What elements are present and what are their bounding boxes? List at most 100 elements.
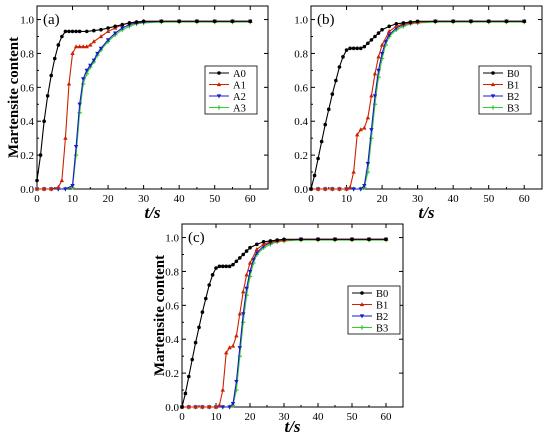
x-axis-label: t/s [284, 417, 300, 436]
data-point-A1 [91, 39, 97, 44]
panel-label: (b) [317, 12, 335, 28]
data-point-B1 [186, 404, 191, 409]
data-point-B2 [365, 161, 371, 166]
data-point-B1 [369, 93, 374, 98]
data-point-A2 [88, 63, 93, 68]
data-point-B1 [376, 54, 381, 59]
data-point-A0 [38, 153, 43, 157]
legend-marker [491, 71, 495, 75]
legend-marker [490, 82, 496, 87]
data-point-A0 [120, 22, 125, 27]
data-point-B0 [380, 27, 384, 32]
series-B0 [180, 237, 388, 409]
legend-label: A1 [233, 81, 246, 92]
x-tick-label: 30 [412, 193, 424, 205]
data-point-B2 [234, 379, 239, 384]
legend-label: B3 [376, 324, 388, 335]
series-line-A0 [36, 20, 251, 181]
data-point-A0 [70, 29, 75, 34]
x-tick-label: 40 [313, 411, 325, 423]
data-point-B0 [207, 283, 211, 287]
data-point-B0 [227, 264, 232, 269]
y-tick-label: 0.4 [165, 334, 179, 346]
data-point-B0 [415, 19, 420, 24]
x-tick-label: 10 [67, 193, 79, 205]
data-point-B0 [193, 340, 198, 345]
data-point-B1 [394, 23, 399, 28]
y-tick-label: 1.0 [294, 15, 308, 27]
data-point-B0 [282, 237, 286, 242]
data-point-B0 [362, 44, 367, 49]
legend-marker [359, 325, 365, 330]
data-point-A2 [73, 145, 79, 150]
x-tick-label: 40 [448, 193, 460, 205]
data-point-B0 [234, 259, 239, 264]
plot-frame [310, 5, 543, 190]
data-point-B0 [355, 46, 360, 51]
data-point-B0 [241, 252, 245, 257]
data-point-B0 [394, 21, 399, 26]
data-point-B3 [244, 292, 249, 298]
data-point-A2 [84, 68, 89, 73]
y-tick-label: 0.2 [294, 150, 308, 162]
legend-label: A0 [233, 69, 246, 80]
legend-box [347, 285, 401, 335]
legend-marker [490, 94, 496, 99]
data-point-B2 [372, 94, 378, 99]
data-point-B1 [365, 115, 371, 120]
x-axis-label: t/s [144, 203, 160, 222]
data-point-B2 [358, 187, 363, 192]
series-A0 [35, 19, 253, 183]
data-point-A2 [70, 184, 75, 189]
data-point-B0 [190, 357, 194, 362]
legend-marker [216, 94, 222, 99]
data-point-A1 [84, 44, 89, 49]
x-tick-label: 30 [138, 193, 150, 205]
y-tick-label: 0.4 [20, 116, 34, 128]
data-point-B0 [319, 139, 324, 144]
data-point-B0 [326, 107, 331, 112]
y-tick-label: 0.2 [165, 368, 179, 380]
data-point-B0 [330, 92, 335, 96]
data-point-A0 [63, 29, 68, 34]
x-tick-label: 50 [209, 193, 221, 205]
data-point-A0 [52, 56, 57, 61]
data-point-A0 [99, 27, 103, 32]
legend-label: B2 [376, 312, 388, 323]
data-point-B1 [347, 184, 353, 189]
data-point-A1 [98, 34, 104, 39]
data-point-B0 [187, 374, 191, 379]
data-point-B1 [244, 272, 249, 277]
y-tick-label: 0.0 [294, 184, 308, 196]
legend-label: A2 [233, 92, 246, 103]
data-point-B1 [330, 186, 335, 191]
data-point-B0 [337, 65, 342, 69]
data-point-B0 [197, 325, 201, 330]
x-tick-label: 60 [381, 411, 393, 423]
x-tick-label: 0 [34, 193, 40, 205]
data-point-A0 [92, 28, 96, 33]
data-point-A0 [45, 94, 50, 98]
data-point-B0 [309, 187, 313, 191]
data-point-B0 [504, 19, 509, 24]
data-point-B0 [350, 237, 354, 242]
data-point-B2 [362, 184, 367, 189]
data-point-B1 [351, 169, 356, 174]
data-point-B1 [207, 404, 212, 409]
x-tick-label: 40 [174, 193, 186, 205]
data-point-B0 [433, 19, 438, 24]
data-point-B0 [248, 245, 252, 250]
data-point-B0 [351, 46, 356, 51]
legend-marker [216, 82, 222, 87]
data-point-A0 [159, 19, 164, 24]
data-point-B1 [315, 186, 321, 191]
data-point-B2 [227, 405, 232, 410]
data-point-A1 [77, 44, 82, 49]
data-point-B2 [247, 269, 253, 274]
data-point-B0 [344, 48, 349, 52]
x-axis-label: t/s [418, 203, 434, 222]
data-point-B0 [221, 264, 225, 269]
